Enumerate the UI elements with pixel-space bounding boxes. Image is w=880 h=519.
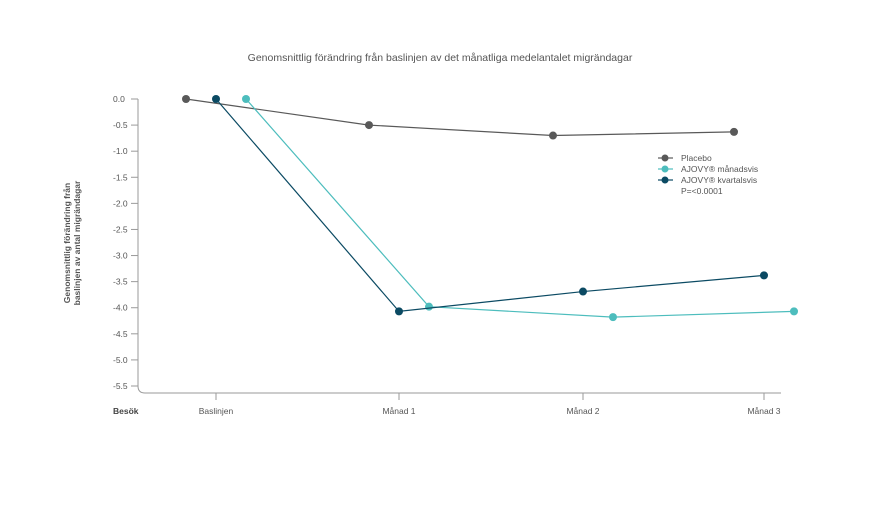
legend-label: Placebo xyxy=(681,153,712,163)
series-layer xyxy=(182,95,798,322)
data-point xyxy=(212,95,220,103)
legend-item: AJOVY® månadsvis xyxy=(658,164,758,174)
y-axis-label-line-2: baslinjen av antal migrändagar xyxy=(72,180,82,305)
y-tick-label: -2.0 xyxy=(113,198,128,208)
y-tick-label: -4.5 xyxy=(113,329,128,339)
y-tick-label: -1.0 xyxy=(113,146,128,156)
p-value-annotation: P=<0.0001 xyxy=(681,186,723,196)
y-axis-label: Genomsnittlig förändring från baslinjen … xyxy=(62,180,82,305)
x-row-label: Besök xyxy=(113,406,139,416)
data-point xyxy=(425,302,433,311)
chart-title: Genomsnittlig förändring från baslinjen … xyxy=(248,52,633,64)
y-tick-label: -1.5 xyxy=(113,172,128,182)
x-tick-label: Månad 1 xyxy=(382,406,415,416)
y-tick-label: -2.5 xyxy=(113,224,128,234)
data-point xyxy=(549,131,557,140)
data-point xyxy=(730,127,738,136)
x-tick-label: Månad 2 xyxy=(566,406,599,416)
y-tick-label: -4.0 xyxy=(113,303,128,313)
series-0 xyxy=(182,95,738,140)
series-line xyxy=(185,98,735,137)
data-point xyxy=(395,307,403,316)
y-tick-label: -5.0 xyxy=(113,355,128,365)
data-point xyxy=(182,95,190,103)
data-point xyxy=(790,307,798,316)
x-tick-label: Baslinjen xyxy=(199,406,234,416)
y-tick-label: -3.0 xyxy=(113,251,128,261)
series-line xyxy=(215,98,765,313)
legend-marker xyxy=(661,154,669,162)
legend-marker xyxy=(661,165,669,173)
data-point xyxy=(242,95,250,103)
data-point xyxy=(579,287,587,296)
legend-item: AJOVY® kvartalsvis xyxy=(658,175,757,185)
series-line xyxy=(245,98,795,318)
y-tick-label: 0.0 xyxy=(113,94,125,104)
y-tick-label: -3.5 xyxy=(113,277,128,287)
data-point xyxy=(760,271,768,280)
data-point xyxy=(609,313,617,322)
y-axis-label-line-1: Genomsnittlig förändring från xyxy=(62,183,72,303)
legend-marker xyxy=(661,176,669,184)
legend-label: AJOVY® månadsvis xyxy=(681,164,758,174)
x-axis-ticks: Baslinjen Månad 1 Månad 2 Månad 3 xyxy=(199,393,781,416)
legend-item: Placebo xyxy=(658,153,712,163)
legend-label: AJOVY® kvartalsvis xyxy=(681,175,757,185)
series-1 xyxy=(242,95,798,322)
y-tick-label: -0.5 xyxy=(113,120,128,130)
x-tick-label: Månad 3 xyxy=(747,406,780,416)
series-2 xyxy=(212,95,768,316)
y-tick-label: -5.5 xyxy=(113,381,128,391)
y-axis-ticks: 0.0 -0.5 -1.0 -1.5 -2.0 -2.5 -3.0 -3.5 -4.0 -4.5 -… xyxy=(113,94,138,391)
axis-line xyxy=(137,99,781,394)
data-point xyxy=(365,121,373,130)
